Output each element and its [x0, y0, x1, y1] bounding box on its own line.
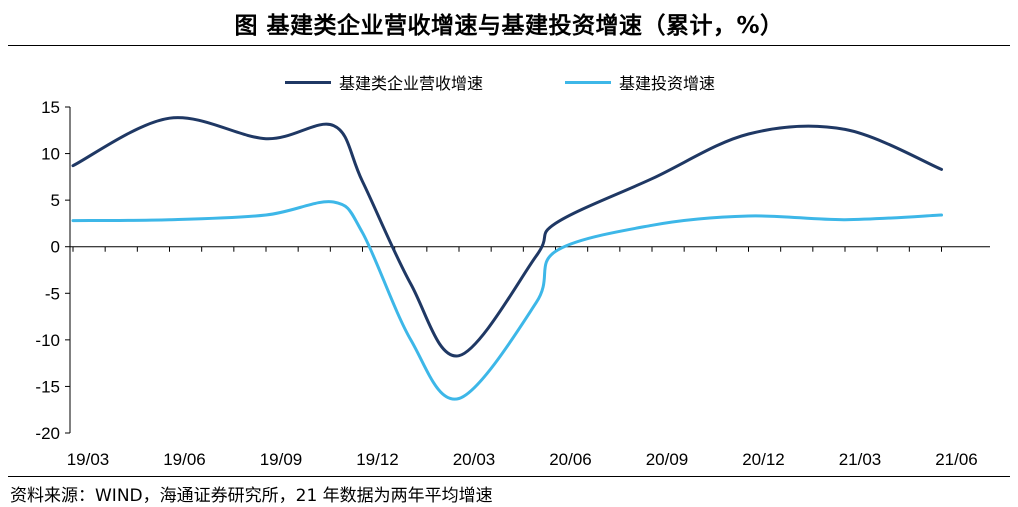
title-divider: [8, 45, 1010, 46]
y-tick-label: 5: [51, 191, 60, 210]
legend-label-investment: 基建投资增速: [619, 74, 716, 93]
x-tick-label: 19/12: [356, 450, 399, 469]
x-tick-label: 21/06: [935, 450, 978, 469]
legend-swatch-investment: [565, 80, 611, 84]
series-line-revenue: [71, 116, 943, 358]
x-tick-label: 20/06: [549, 450, 592, 469]
legend: 基建类企业营收增速 基建投资增速: [0, 70, 1018, 94]
x-tick-label: 19/09: [260, 450, 303, 469]
line-chart: 15 10 5 0 -5 -10 -15 -20 19/03 19/06 19/09 19/12 20/…: [35, 98, 990, 469]
legend-label-revenue: 基建类企业营收增速: [339, 74, 484, 93]
y-tick-label: 10: [41, 145, 60, 164]
x-tick-label: 19/06: [163, 450, 206, 469]
y-tick-label: -20: [35, 424, 60, 443]
x-tick-label: 20/09: [646, 450, 689, 469]
x-tick-label: 21/03: [839, 450, 882, 469]
source-note: 资料来源：WIND，海通证券研究所，21 年数据为两年平均增速: [10, 486, 493, 506]
y-tick-label: -10: [35, 331, 60, 350]
x-tick-label: 20/03: [453, 450, 496, 469]
x-tick-label: 19/03: [67, 450, 110, 469]
chart-title: 图 基建类企业营收增速与基建投资增速（累计，%）: [234, 13, 784, 39]
y-tick-label: -5: [45, 284, 60, 303]
legend-swatch-revenue: [285, 80, 331, 84]
y-tick-label: -15: [35, 377, 60, 396]
series-line-investment: [71, 200, 943, 401]
source-divider: [8, 476, 1010, 477]
y-tick-label: 0: [51, 238, 60, 257]
legend-item-investment: 基建投资增速: [565, 70, 715, 94]
legend-item-revenue: 基建类企业营收增速: [285, 70, 483, 94]
x-tick-label: 20/12: [742, 450, 785, 469]
y-tick-label: 15: [41, 98, 60, 117]
